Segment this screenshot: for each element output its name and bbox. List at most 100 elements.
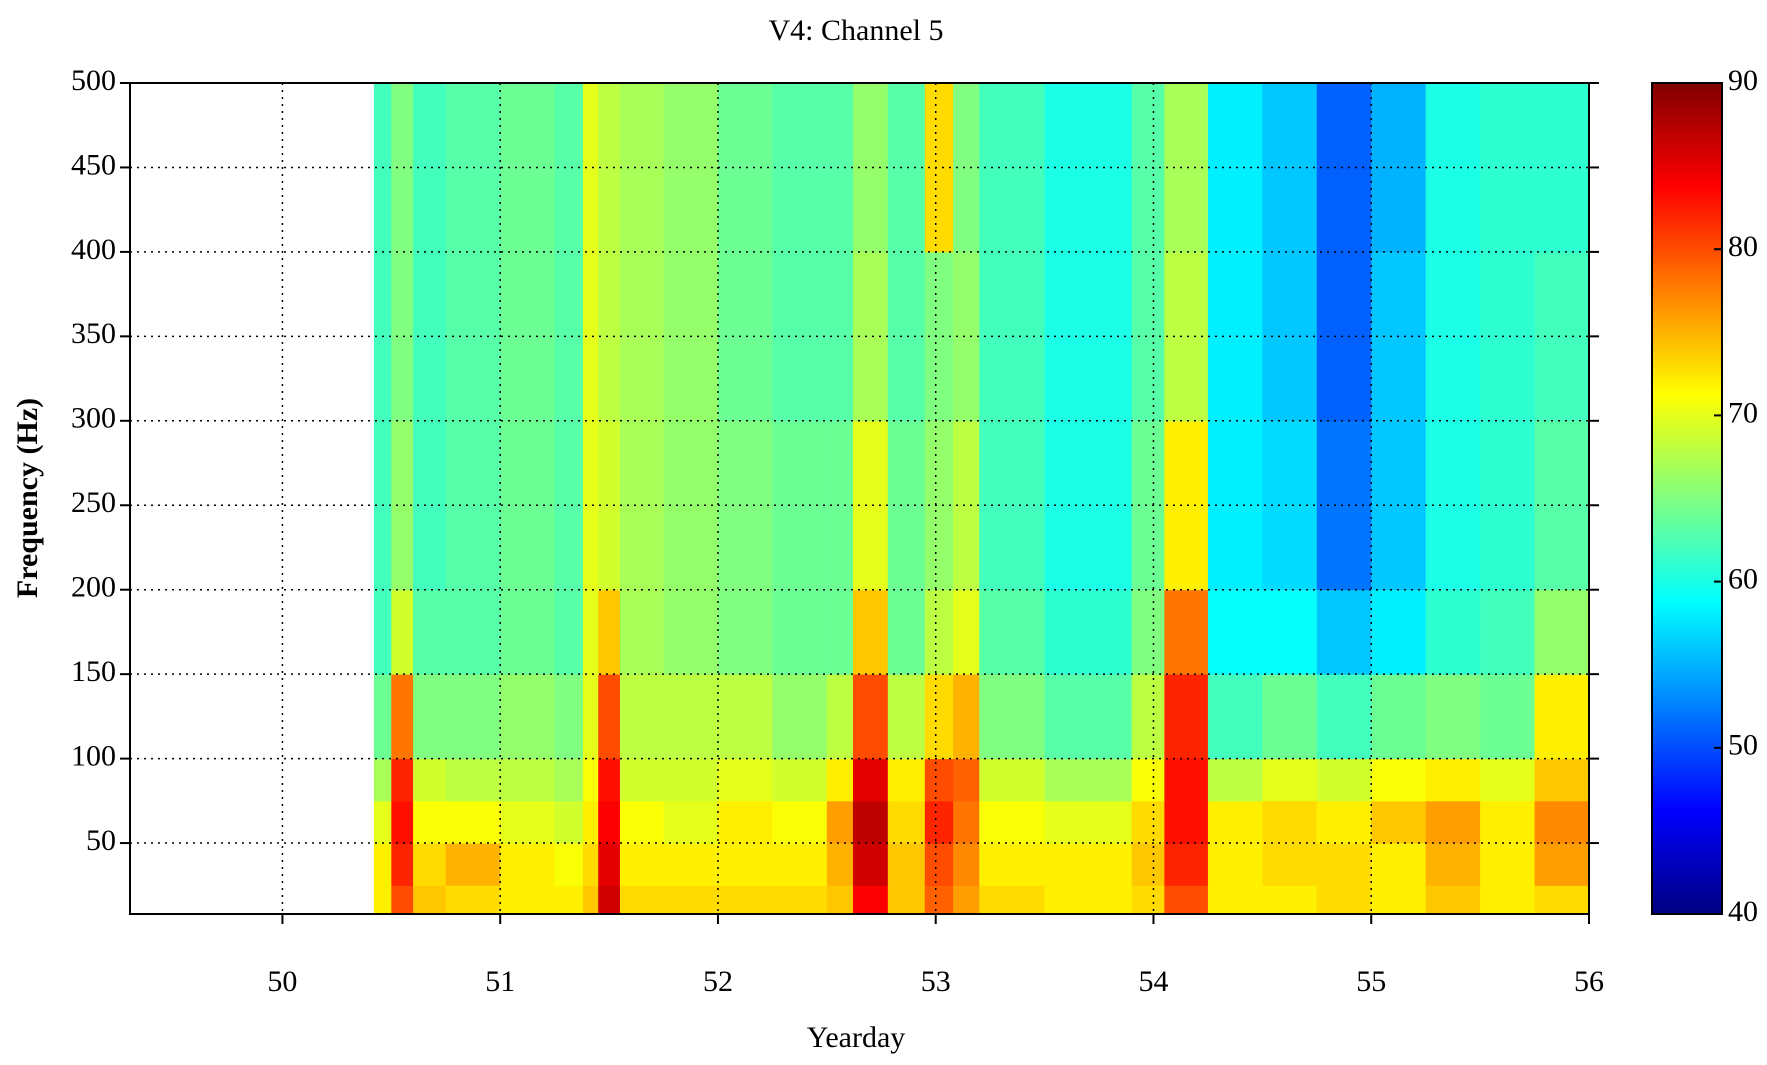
heatmap-cell [1316,843,1372,886]
colorbar-tick-label: 50 [1728,729,1758,762]
y-tick-label: 450 [71,148,116,181]
heatmap-cell [598,83,621,253]
heatmap-cell [953,758,980,802]
heatmap-cell [1207,251,1263,422]
heatmap-cell [391,589,414,675]
heatmap-cell [717,758,773,802]
y-tick-label: 350 [71,317,116,350]
heatmap-cell [1044,674,1133,760]
heatmap-cell [979,589,1046,675]
heatmap-cell [924,589,954,675]
heatmap-cell [373,758,392,802]
heatmap-cell [373,843,392,886]
heatmap-cell [391,885,414,915]
heatmap-cell [1044,758,1133,802]
heatmap-cell [598,843,621,886]
heatmap-cell [1262,589,1318,675]
heatmap-cell [772,800,828,844]
heatmap-cell [1480,800,1536,844]
heatmap-cell [445,843,501,886]
heatmap-cell [826,589,854,675]
heatmap-cell [979,843,1046,886]
heatmap-cell [598,420,621,591]
x-tick-label: 54 [1138,965,1168,998]
heatmap-cell [1164,843,1209,886]
heatmap-cell [979,800,1046,844]
heatmap-cell [1164,758,1209,802]
colorbar [1651,82,1723,915]
heatmap-cell [1262,885,1318,915]
heatmap-cell [953,843,980,886]
y-tick-label: 400 [71,233,116,266]
heatmap-cell [554,843,584,886]
heatmap-cell [1207,800,1263,844]
heatmap-cell [1044,251,1133,422]
heatmap-cell [1480,885,1536,915]
heatmap-cell [717,420,773,591]
x-tick-label: 50 [267,965,297,998]
heatmap-cell [500,800,556,844]
heatmap-cell [1371,589,1427,675]
x-tick-label: 52 [703,965,733,998]
heatmap-cell [887,885,926,915]
heatmap-cell [619,800,665,844]
heatmap-cell [1262,758,1318,802]
heatmap-cell [1262,843,1318,886]
y-tick-label: 150 [71,655,116,688]
colorbar-tick-label: 70 [1728,396,1758,429]
heatmap-cell [717,83,773,253]
heatmap-cell [772,758,828,802]
heatmap-cell [1425,885,1481,915]
heatmap-cell [1371,758,1427,802]
x-tick-label: 56 [1574,965,1604,998]
heatmap-cell [1164,674,1209,760]
colorbar-tick-label: 40 [1728,895,1758,928]
heatmap-cell [772,843,828,886]
heatmap-cell [852,885,889,915]
heatmap-cell [1534,83,1590,253]
heatmap-cell [924,885,954,915]
heatmap-cell [826,843,854,886]
heatmap-cell [663,800,719,844]
heatmap-cell [445,885,501,915]
heatmap-cell [953,674,980,760]
heatmap-cell [582,843,599,886]
heatmap-cell [445,674,501,760]
heatmap-cell [598,758,621,802]
heatmap-cell [1164,589,1209,675]
heatmap-cell [445,589,501,675]
heatmap-cell [717,674,773,760]
colorbar-tick-label: 60 [1728,562,1758,595]
heatmap-cell [445,800,501,844]
heatmap-cell [924,758,954,802]
heatmap-cell [924,843,954,886]
heatmap-cell [582,758,599,802]
heatmap-cell [391,251,414,422]
heatmap-cell [663,843,719,886]
heatmap-cell [1044,589,1133,675]
heatmap-cell [1044,843,1133,886]
heatmap-cell [554,885,584,915]
heatmap-cell [717,885,773,915]
heatmap-cell [887,589,926,675]
heatmap-cell [979,758,1046,802]
y-tick-label: 200 [71,571,116,604]
heatmap-cell [1044,420,1133,591]
heatmap-cell [887,758,926,802]
heatmap-cell [1131,674,1165,760]
heatmap-cell [373,800,392,844]
heatmap-cell [1534,251,1590,422]
heatmap-cell [1044,800,1133,844]
heatmap-cell [887,674,926,760]
heatmap-cell [373,589,392,675]
heatmap-cell [924,800,954,844]
heatmap-cell [1262,674,1318,760]
heatmap-cell [1131,800,1165,844]
heatmap-cell [663,885,719,915]
x-axis-label: Yearday [807,1021,906,1054]
chart-title: V4: Channel 5 [769,14,944,47]
heatmap-cell [1131,589,1165,675]
heatmap-cell [1131,885,1165,915]
heatmap-cell [772,589,828,675]
heatmap-cell [1262,800,1318,844]
